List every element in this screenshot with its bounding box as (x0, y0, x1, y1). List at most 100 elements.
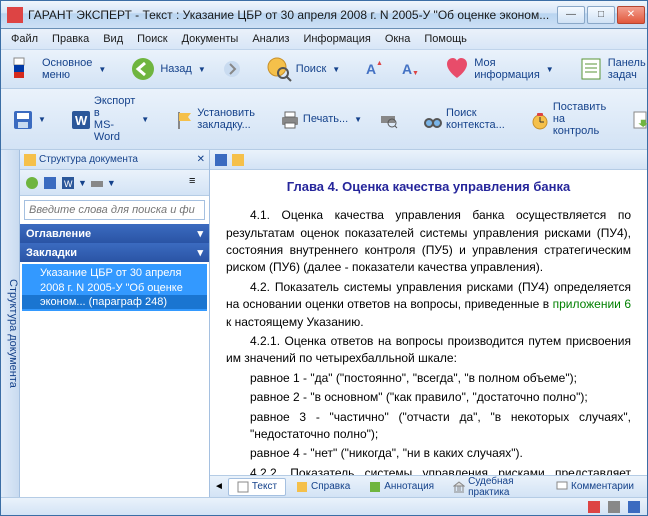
list-r3: равное 3 - "частично" ("отчасти да", "в … (250, 409, 631, 444)
flag-icon (12, 56, 38, 82)
toc-section[interactable]: Оглавление▾ (20, 224, 209, 243)
menu-edit[interactable]: Правка (46, 31, 95, 47)
menu-search[interactable]: Поиск (131, 31, 173, 47)
status-icon-3[interactable] (627, 500, 641, 514)
tree-view: Указание ЦБР от 30 апреля 2008 г. N 2005… (20, 262, 209, 497)
font-increase-icon: A▲ (364, 59, 384, 79)
para-4-1: 4.1. Оценка качества управления банка ос… (226, 207, 631, 277)
anno-icon (369, 481, 381, 493)
task-panel-button[interactable]: Панель задач (571, 52, 648, 86)
tab-scroll-left[interactable]: ◄ (214, 481, 227, 492)
forward-arrow-icon (222, 59, 242, 79)
flag-bookmark-icon (173, 109, 193, 129)
svg-text:W: W (75, 113, 88, 128)
doc-tool-2[interactable] (231, 153, 245, 167)
main-menu-button[interactable]: Основное меню▼ (5, 52, 113, 86)
doc-tool-1[interactable] (214, 153, 228, 167)
bookmarks-section[interactable]: Закладки▾ (20, 243, 209, 262)
para-4-2-1: 4.2.1. Оценка ответов на вопросы произво… (226, 333, 631, 368)
link-app6[interactable]: приложении 6 (553, 297, 631, 311)
svg-text:A: A (402, 61, 412, 77)
panel-tool-3[interactable]: W (60, 175, 76, 191)
bottom-tabs: ◄ Текст Справка Аннотация Судебная практ… (210, 475, 647, 497)
status-icon-2[interactable] (607, 500, 621, 514)
changes-button[interactable]: Измене... (623, 105, 648, 133)
document-pane: Глава 4. Оценка качества управления банк… (210, 150, 647, 497)
window-title: ГАРАНТ ЭКСПЕРТ - Текст : Указание ЦБР от… (28, 8, 557, 22)
panel-toolbar: W ▼ ▼ ≡ (20, 170, 209, 196)
window-buttons: — □ ✕ (557, 6, 645, 24)
tab-comments[interactable]: Комментарии (547, 478, 643, 496)
menu-windows[interactable]: Окна (379, 31, 417, 47)
minimize-button[interactable]: — (557, 6, 585, 24)
back-arrow-icon (130, 56, 156, 82)
close-button[interactable]: ✕ (617, 6, 645, 24)
print-button[interactable]: Печать...▼ (272, 105, 369, 133)
app-icon (7, 7, 23, 23)
menu-info[interactable]: Информация (297, 31, 376, 47)
menu-file[interactable]: Файл (5, 31, 44, 47)
document-body[interactable]: Глава 4. Оценка качества управления банк… (210, 170, 647, 475)
control-button[interactable]: Поставить на контроль (522, 97, 613, 141)
panel-header: Структура документа ✕ (20, 150, 209, 170)
search-globe-icon (266, 56, 292, 82)
toolbar-secondary: ▼ W Экспорт в MS-Word▼ Установить заклад… (1, 89, 647, 150)
chevron-down-icon: ▼ (332, 65, 340, 74)
panel-search-input[interactable] (24, 200, 205, 220)
structure-tab[interactable]: Структура документа (1, 150, 20, 497)
menu-help[interactable]: Помощь (418, 31, 473, 47)
status-icon-1[interactable] (587, 500, 601, 514)
tab-reference[interactable]: Справка (287, 478, 359, 496)
collapse-icon[interactable]: ≡ (189, 175, 205, 191)
doc-icon (237, 481, 249, 493)
titlebar: ГАРАНТ ЭКСПЕРТ - Текст : Указание ЦБР от… (1, 1, 647, 29)
panel-close-icon[interactable]: ✕ (197, 154, 205, 165)
back-button[interactable]: Назад▼ (123, 52, 212, 86)
chevron-down-icon: ▼ (546, 65, 554, 74)
list-r4: равное 4 - "нет" ("никогда", "ни в каких… (250, 445, 631, 462)
my-info-button[interactable]: Моя информация▼ (437, 52, 561, 86)
svg-text:▲: ▲ (376, 60, 383, 67)
chapter-title: Глава 4. Оценка качества управления банк… (226, 178, 631, 197)
svg-text:▼: ▼ (412, 70, 419, 77)
ref-icon (296, 481, 308, 493)
list-r2: равное 2 - "в основном" ("как правило", … (250, 389, 631, 406)
maximize-button[interactable]: □ (587, 6, 615, 24)
svg-text:A: A (366, 61, 376, 77)
menu-analysis[interactable]: Анализ (246, 31, 295, 47)
chevron-down-icon: ▼ (98, 65, 106, 74)
panel-tool-4[interactable] (89, 175, 105, 191)
comment-icon (556, 481, 568, 493)
doc-toolbar (210, 150, 647, 170)
font-decrease-button[interactable]: A▼ (393, 55, 427, 83)
binoculars-icon (422, 109, 442, 129)
save-icon (12, 109, 32, 129)
font-increase-button[interactable]: A▲ (357, 55, 391, 83)
save-button[interactable]: ▼ (5, 105, 53, 133)
left-panel: Структура документа ✕ W ▼ ▼ ≡ Оглавление… (20, 150, 210, 497)
tab-annotation[interactable]: Аннотация (360, 478, 443, 496)
tab-text[interactable]: Текст (228, 478, 286, 496)
content-area: Структура документа Структура документа … (1, 150, 647, 497)
export-word-button[interactable]: W Экспорт в MS-Word▼ (63, 91, 156, 147)
tree-item[interactable]: Указание ЦБР от 30 апреля 2008 г. N 2005… (22, 264, 207, 311)
list-r1: равное 1 - "да" ("постоянно", "всегда", … (250, 370, 631, 387)
alarm-icon (529, 109, 549, 129)
find-context-button[interactable]: Поиск контекста... (415, 103, 512, 135)
panel-tool-2[interactable] (42, 175, 58, 191)
forward-button[interactable] (215, 55, 249, 83)
print-preview-button[interactable] (371, 105, 405, 133)
panel-icon (24, 154, 36, 166)
search-button[interactable]: Поиск▼ (259, 52, 347, 86)
heart-icon (444, 56, 470, 82)
bookmark-button[interactable]: Установить закладку... (166, 103, 262, 135)
chevron-down-icon: ▼ (198, 65, 206, 74)
word-icon: W (70, 109, 90, 129)
app-window: ГАРАНТ ЭКСПЕРТ - Текст : Указание ЦБР от… (0, 0, 648, 516)
printer-icon (279, 109, 299, 129)
doc-arrow-icon (630, 109, 648, 129)
panel-tool-1[interactable] (24, 175, 40, 191)
menu-documents[interactable]: Документы (176, 31, 245, 47)
para-4-2-2: 4.2.2. Показатель системы управления рис… (226, 465, 631, 475)
menu-view[interactable]: Вид (97, 31, 129, 47)
